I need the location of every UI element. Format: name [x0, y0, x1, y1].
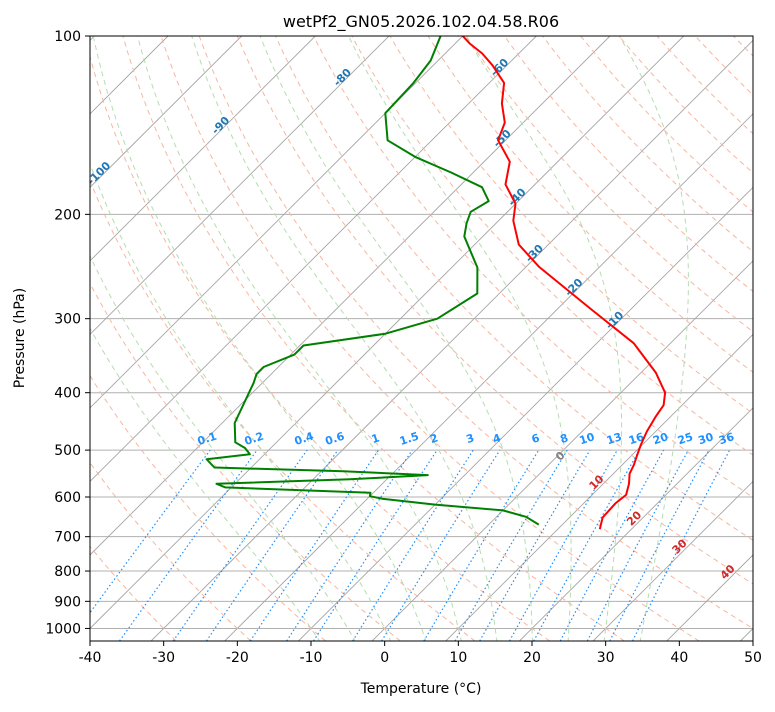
x-tick-label: 50 — [744, 650, 762, 666]
x-tick-label: -10 — [300, 650, 323, 666]
y-tick-label: 200 — [54, 207, 81, 223]
x-tick-label: 20 — [523, 650, 541, 666]
chart-title: wetPf2_GN05.2026.102.04.58.R06 — [283, 12, 559, 32]
x-tick-label: 0 — [380, 650, 389, 666]
y-tick-label: 300 — [54, 312, 81, 328]
x-tick-label: -30 — [152, 650, 175, 666]
y-axis-label: Pressure (hPa) — [12, 288, 28, 388]
x-tick-label: 30 — [597, 650, 615, 666]
y-tick-label: 700 — [54, 530, 81, 546]
y-tick-label: 500 — [54, 443, 81, 459]
y-tick-label: 400 — [54, 386, 81, 402]
y-tick-label: 600 — [54, 490, 81, 506]
x-tick-label: 10 — [449, 650, 467, 666]
x-tick-label: 40 — [670, 650, 688, 666]
y-tick-label: 1000 — [45, 621, 81, 637]
x-axis-label: Temperature (°C) — [360, 681, 482, 697]
x-tick-label: -40 — [79, 650, 102, 666]
y-tick-label: 900 — [54, 594, 81, 610]
x-tick-label: -20 — [226, 650, 249, 666]
y-tick-label: 800 — [54, 564, 81, 580]
y-tick-label: 100 — [54, 29, 81, 45]
